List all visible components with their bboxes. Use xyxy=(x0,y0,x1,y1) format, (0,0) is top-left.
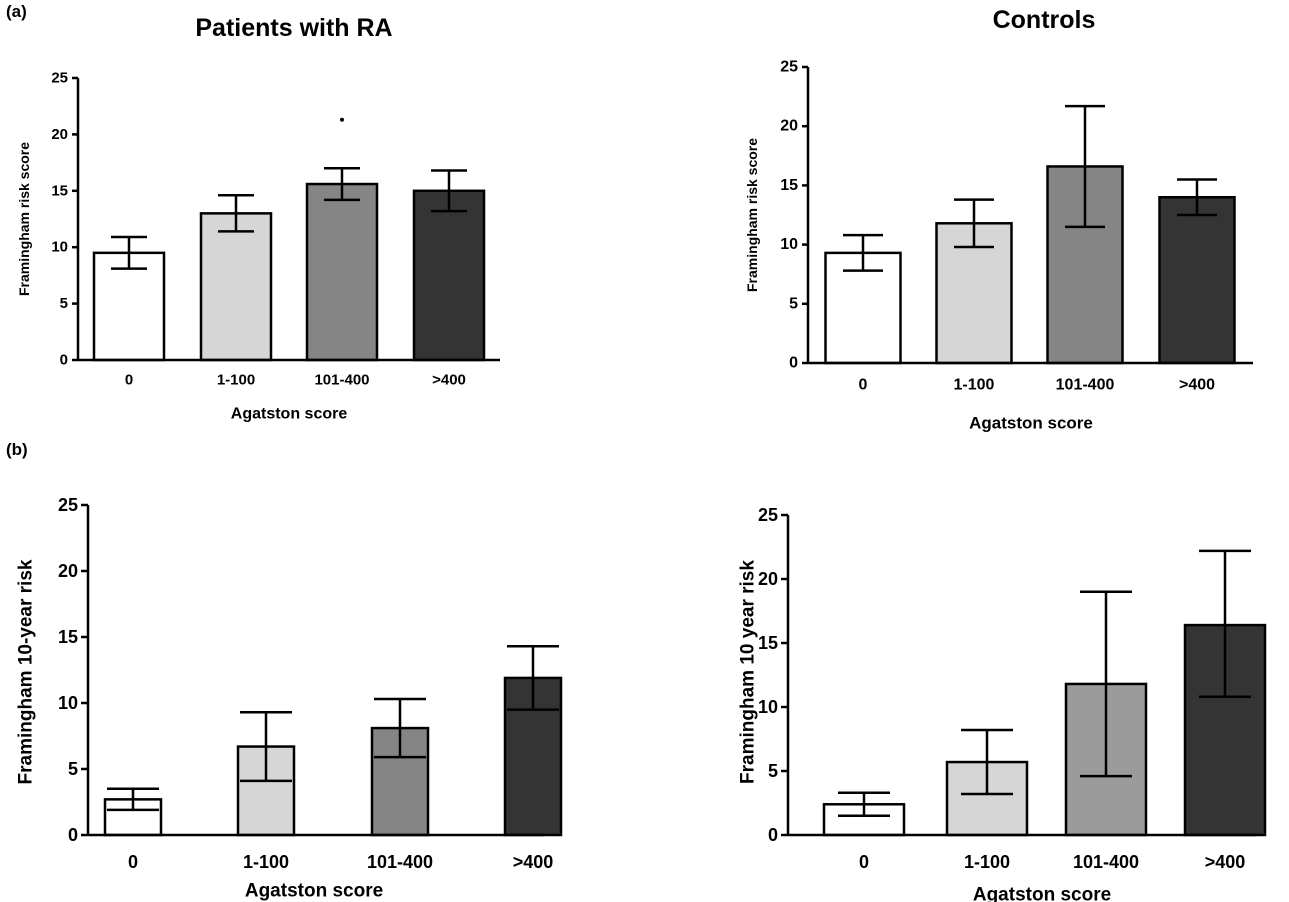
x-tick-label: 0 xyxy=(128,852,138,872)
bar->400 xyxy=(412,189,486,362)
y-tick-label: 15 xyxy=(51,182,68,199)
y-tick-label: 20 xyxy=(51,126,68,143)
y-tick-label: 20 xyxy=(780,118,798,135)
x-tick-label: >400 xyxy=(513,852,554,872)
x-axis-title: Agatston score xyxy=(245,881,383,902)
chart-0: 0 5 10 15 20 25 0 1-100 101-400 >400 Agatston scor… xyxy=(16,70,500,423)
x-tick-label: >400 xyxy=(432,372,466,389)
y-tick-label: 20 xyxy=(58,561,78,581)
x-tick-label: 101-400 xyxy=(1073,852,1139,872)
y-tick-label: 25 xyxy=(51,70,68,87)
y-tick-label: 5 xyxy=(60,295,68,312)
x-tick-label: 0 xyxy=(859,377,868,394)
panel-label-a: (a) xyxy=(6,2,27,21)
panel-label-b: (b) xyxy=(6,440,28,459)
x-axis-title: Agatston score xyxy=(231,406,348,423)
chart-title-controls: Controls xyxy=(992,6,1096,34)
y-tick-label: 15 xyxy=(780,177,798,194)
x-tick-label: 1-100 xyxy=(964,852,1010,872)
y-tick-label: 20 xyxy=(758,569,778,589)
x-tick-label: 101-400 xyxy=(1056,377,1115,394)
y-tick-label: 0 xyxy=(60,352,68,369)
y-tick-label: 0 xyxy=(68,825,78,845)
y-tick-label: 10 xyxy=(758,697,778,717)
y-tick-label: 25 xyxy=(780,59,798,76)
y-tick-label: 10 xyxy=(58,693,78,713)
y-tick-label: 10 xyxy=(780,236,798,253)
y-tick-label: 15 xyxy=(58,627,78,647)
chart-2: 0 5 10 15 20 25 0 1-100 101-400 >400 Agatston scor… xyxy=(16,495,563,902)
chart-title-ra: Patients with RA xyxy=(195,14,393,42)
x-axis-title: Agatston score xyxy=(969,414,1093,433)
x-tick-label: 1-100 xyxy=(954,377,995,394)
bar->400 xyxy=(1158,195,1236,365)
x-tick-label: 0 xyxy=(859,852,869,872)
y-axis-title: Framingham 10 year risk xyxy=(738,560,759,784)
x-tick-label: 1-100 xyxy=(243,852,289,872)
y-tick-label: 15 xyxy=(758,633,778,653)
y-tick-label: 5 xyxy=(768,761,778,781)
y-axis-title: Framingham risk score xyxy=(744,138,760,292)
y-tick-label: 5 xyxy=(68,759,78,779)
y-tick-label: 5 xyxy=(789,295,798,312)
y-tick-label: 0 xyxy=(789,355,798,372)
x-axis-title: Agatston score xyxy=(973,885,1111,902)
chart-1: 0 5 10 15 20 25 0 1-100 101-400 >400 Agatston scor… xyxy=(744,59,1253,433)
chart-3: 0 5 10 15 20 25 0 1-100 101-400 >400 Agatston scor… xyxy=(738,505,1267,902)
y-tick-label: 25 xyxy=(58,495,78,515)
y-tick-label: 0 xyxy=(768,825,778,845)
x-tick-label: 0 xyxy=(125,372,133,389)
y-axis-title: Framingham risk score xyxy=(16,142,32,296)
x-tick-label: 1-100 xyxy=(217,372,255,389)
bar-101-400 xyxy=(305,182,379,362)
x-tick-label: >400 xyxy=(1179,377,1215,394)
x-tick-label: 101-400 xyxy=(314,372,369,389)
bar-1-100 xyxy=(199,212,273,362)
x-tick-label: 101-400 xyxy=(367,852,433,872)
y-tick-label: 10 xyxy=(51,239,68,256)
y-tick-label: 25 xyxy=(758,505,778,525)
outlier-point xyxy=(340,117,344,122)
x-tick-label: >400 xyxy=(1205,852,1246,872)
y-axis-title: Framingham 10-year risk xyxy=(16,559,37,784)
